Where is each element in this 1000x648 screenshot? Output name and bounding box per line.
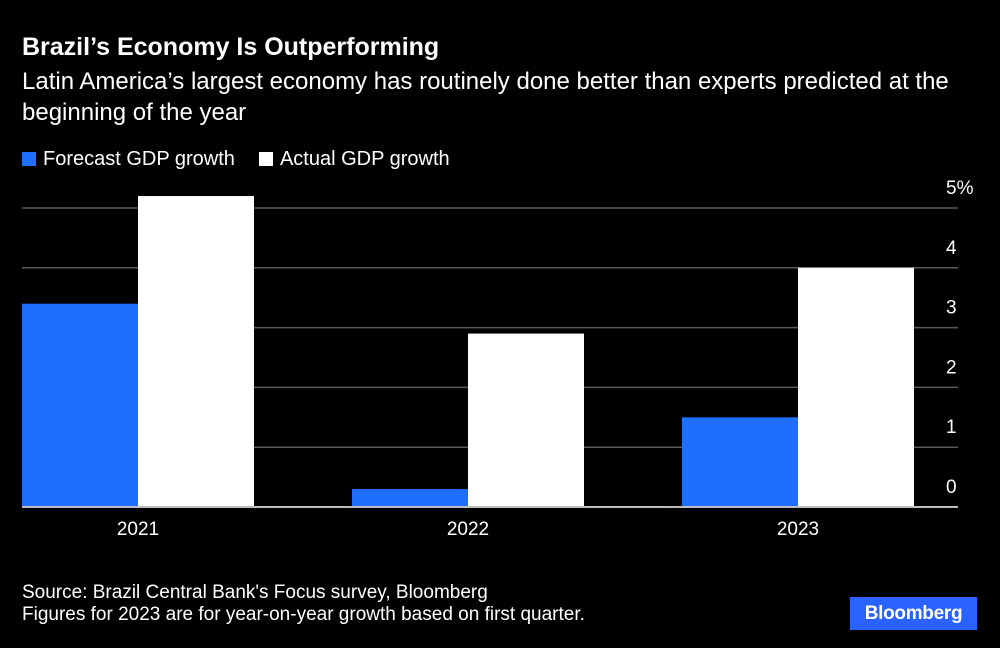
- x-tick-label-2023: 2023: [777, 519, 819, 540]
- x-axis-labels: 2021 2022 2023: [117, 519, 819, 540]
- x-tick-label-2021: 2021: [117, 519, 159, 540]
- bar-forecast-2023: [682, 417, 798, 507]
- legend-item-forecast: Forecast GDP growth: [22, 146, 235, 172]
- bars: [22, 196, 958, 508]
- chart-title: Brazil’s Economy Is Outperforming: [22, 33, 440, 61]
- legend-item-actual: Actual GDP growth: [258, 146, 450, 172]
- bar-chart: 2021 2022 2023 0 1 2 3 4 5%: [22, 178, 974, 540]
- y-tick-label: 4: [946, 238, 957, 259]
- legend-swatch-forecast: [22, 152, 36, 166]
- y-tick-label: 1: [946, 417, 957, 438]
- bar-actual-2021: [138, 196, 254, 508]
- legend-label-forecast: Forecast GDP growth: [43, 148, 235, 170]
- bar-forecast-2021: [22, 303, 138, 507]
- legend-swatch-actual: [258, 152, 273, 166]
- y-tick-label: 5%: [946, 178, 974, 199]
- source-note: Source: Brazil Central Bank's Focus surv…: [22, 582, 488, 603]
- legend-label-actual: Actual GDP growth: [279, 148, 450, 170]
- bar-actual-2022: [468, 333, 584, 507]
- footer: Source: Brazil Central Bank's Focus surv…: [22, 582, 585, 626]
- y-tick-label: 0: [946, 477, 957, 498]
- bloomberg-logo: Bloomberg: [850, 597, 977, 630]
- chart-subtitle: Latin America’s largest economy has rout…: [22, 68, 949, 126]
- bar-forecast-2022: [352, 489, 468, 507]
- y-tick-label: 3: [946, 298, 957, 319]
- legend: Forecast GDP growth Actual GDP growth: [22, 146, 474, 172]
- y-axis-labels: 0 1 2 3 4 5%: [946, 178, 974, 498]
- x-tick-label-2022: 2022: [447, 519, 489, 540]
- y-tick-label: 2: [946, 357, 957, 378]
- footnote: Figures for 2023 are for year-on-year gr…: [22, 604, 585, 625]
- bar-actual-2023: [798, 267, 914, 507]
